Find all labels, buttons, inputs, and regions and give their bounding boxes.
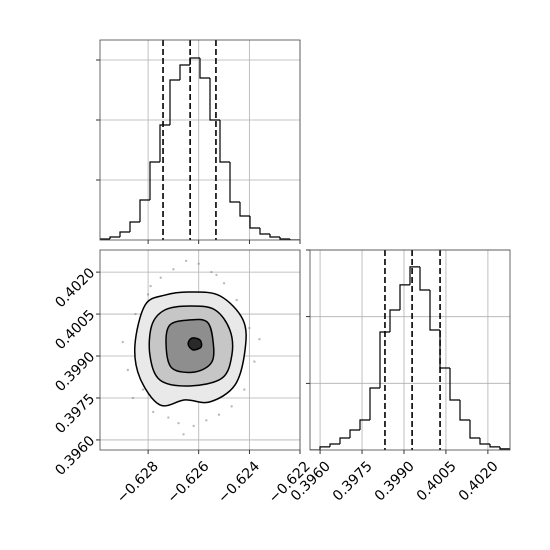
x-tick-label: 0.3975 bbox=[330, 458, 376, 504]
histogram-step bbox=[319, 446, 330, 450]
y-tick-label: 0.4020 bbox=[52, 265, 98, 311]
histogram-step bbox=[259, 228, 270, 235]
sample-point bbox=[192, 424, 195, 428]
panel bbox=[96, 39, 301, 244]
x-tick-label: 0.3990 bbox=[372, 458, 418, 504]
histogram-step bbox=[179, 64, 190, 80]
histogram-step bbox=[269, 234, 280, 238]
sample-point bbox=[184, 259, 188, 263]
sample-point bbox=[126, 368, 130, 372]
histogram-step bbox=[389, 309, 400, 332]
histogram-step bbox=[129, 221, 140, 232]
histogram-step bbox=[419, 266, 430, 291]
sample-point bbox=[230, 405, 233, 408]
sample-point bbox=[177, 421, 180, 425]
histogram-step bbox=[149, 161, 160, 200]
y-tick-label: 0.3960 bbox=[52, 433, 98, 479]
axes-frame bbox=[99, 39, 301, 241]
x-tick-label: −0.626 bbox=[165, 458, 213, 506]
histogram-step bbox=[119, 231, 130, 237]
sample-point bbox=[159, 276, 162, 279]
sample-point bbox=[151, 410, 155, 414]
sample-point bbox=[217, 413, 221, 416]
histogram-step bbox=[169, 79, 180, 125]
sample-point bbox=[222, 282, 226, 285]
sample-point bbox=[146, 293, 150, 296]
y-tick-label: 0.4005 bbox=[52, 307, 98, 353]
axes-frame bbox=[309, 249, 511, 451]
sample-point bbox=[149, 284, 152, 288]
histogram-step bbox=[359, 419, 370, 430]
histogram-step bbox=[100, 238, 110, 240]
sample-point bbox=[205, 419, 208, 422]
y-tick-label: 0.3990 bbox=[52, 349, 98, 395]
histogram-step bbox=[469, 420, 480, 439]
histogram-step bbox=[489, 444, 500, 448]
histogram-step bbox=[279, 237, 290, 240]
histogram-step bbox=[499, 446, 510, 450]
sample-point bbox=[182, 433, 185, 436]
sample-point bbox=[215, 273, 218, 277]
histogram-step bbox=[449, 368, 460, 401]
x-tick-label: −0.628 bbox=[114, 458, 162, 506]
histogram-step bbox=[379, 331, 390, 388]
histogram-step bbox=[109, 236, 120, 239]
histogram-step bbox=[199, 58, 210, 79]
sample-point bbox=[235, 298, 238, 302]
sample-point bbox=[258, 338, 261, 341]
y-tick-label: 0.3975 bbox=[52, 391, 98, 437]
x-tick-label: 0.4020 bbox=[456, 458, 502, 504]
histogram-step bbox=[289, 239, 300, 240]
plot-area bbox=[121, 259, 261, 436]
sample-point bbox=[131, 396, 135, 400]
histogram-step bbox=[399, 284, 410, 310]
sample-point bbox=[134, 312, 137, 316]
histogram-step bbox=[339, 437, 350, 444]
histogram-step bbox=[439, 330, 450, 369]
sample-point bbox=[141, 388, 145, 391]
histogram-step bbox=[409, 266, 420, 285]
x-tick-label: −0.624 bbox=[215, 458, 263, 506]
sample-point bbox=[172, 268, 175, 271]
sample-point bbox=[210, 270, 213, 274]
histogram-step bbox=[479, 438, 490, 445]
x-tick-label: 0.4005 bbox=[414, 458, 460, 504]
sample-point bbox=[167, 416, 170, 419]
sample-point bbox=[121, 340, 124, 344]
histogram-step bbox=[229, 162, 240, 203]
histogram-step bbox=[239, 202, 250, 217]
histogram-step bbox=[329, 443, 340, 447]
histogram-step bbox=[459, 400, 470, 421]
sample-point bbox=[197, 262, 200, 265]
sample-point bbox=[243, 388, 246, 391]
axes-frame bbox=[99, 249, 301, 451]
histogram-step bbox=[369, 387, 380, 420]
sample-point bbox=[248, 326, 251, 330]
plot-area bbox=[100, 40, 300, 240]
histogram-step bbox=[249, 216, 260, 229]
histogram-step bbox=[429, 290, 440, 331]
panel: −0.628 −0.626 −0.624 −0.6220.39600.39750.39… bbox=[52, 249, 314, 506]
histogram-step bbox=[139, 199, 150, 222]
sample-point bbox=[253, 360, 256, 363]
histogram-step bbox=[349, 429, 360, 438]
plot-area bbox=[310, 250, 510, 450]
histogram-step bbox=[159, 124, 170, 162]
histogram-step bbox=[219, 120, 230, 163]
histogram-step bbox=[209, 78, 220, 121]
contour bbox=[187, 337, 203, 351]
